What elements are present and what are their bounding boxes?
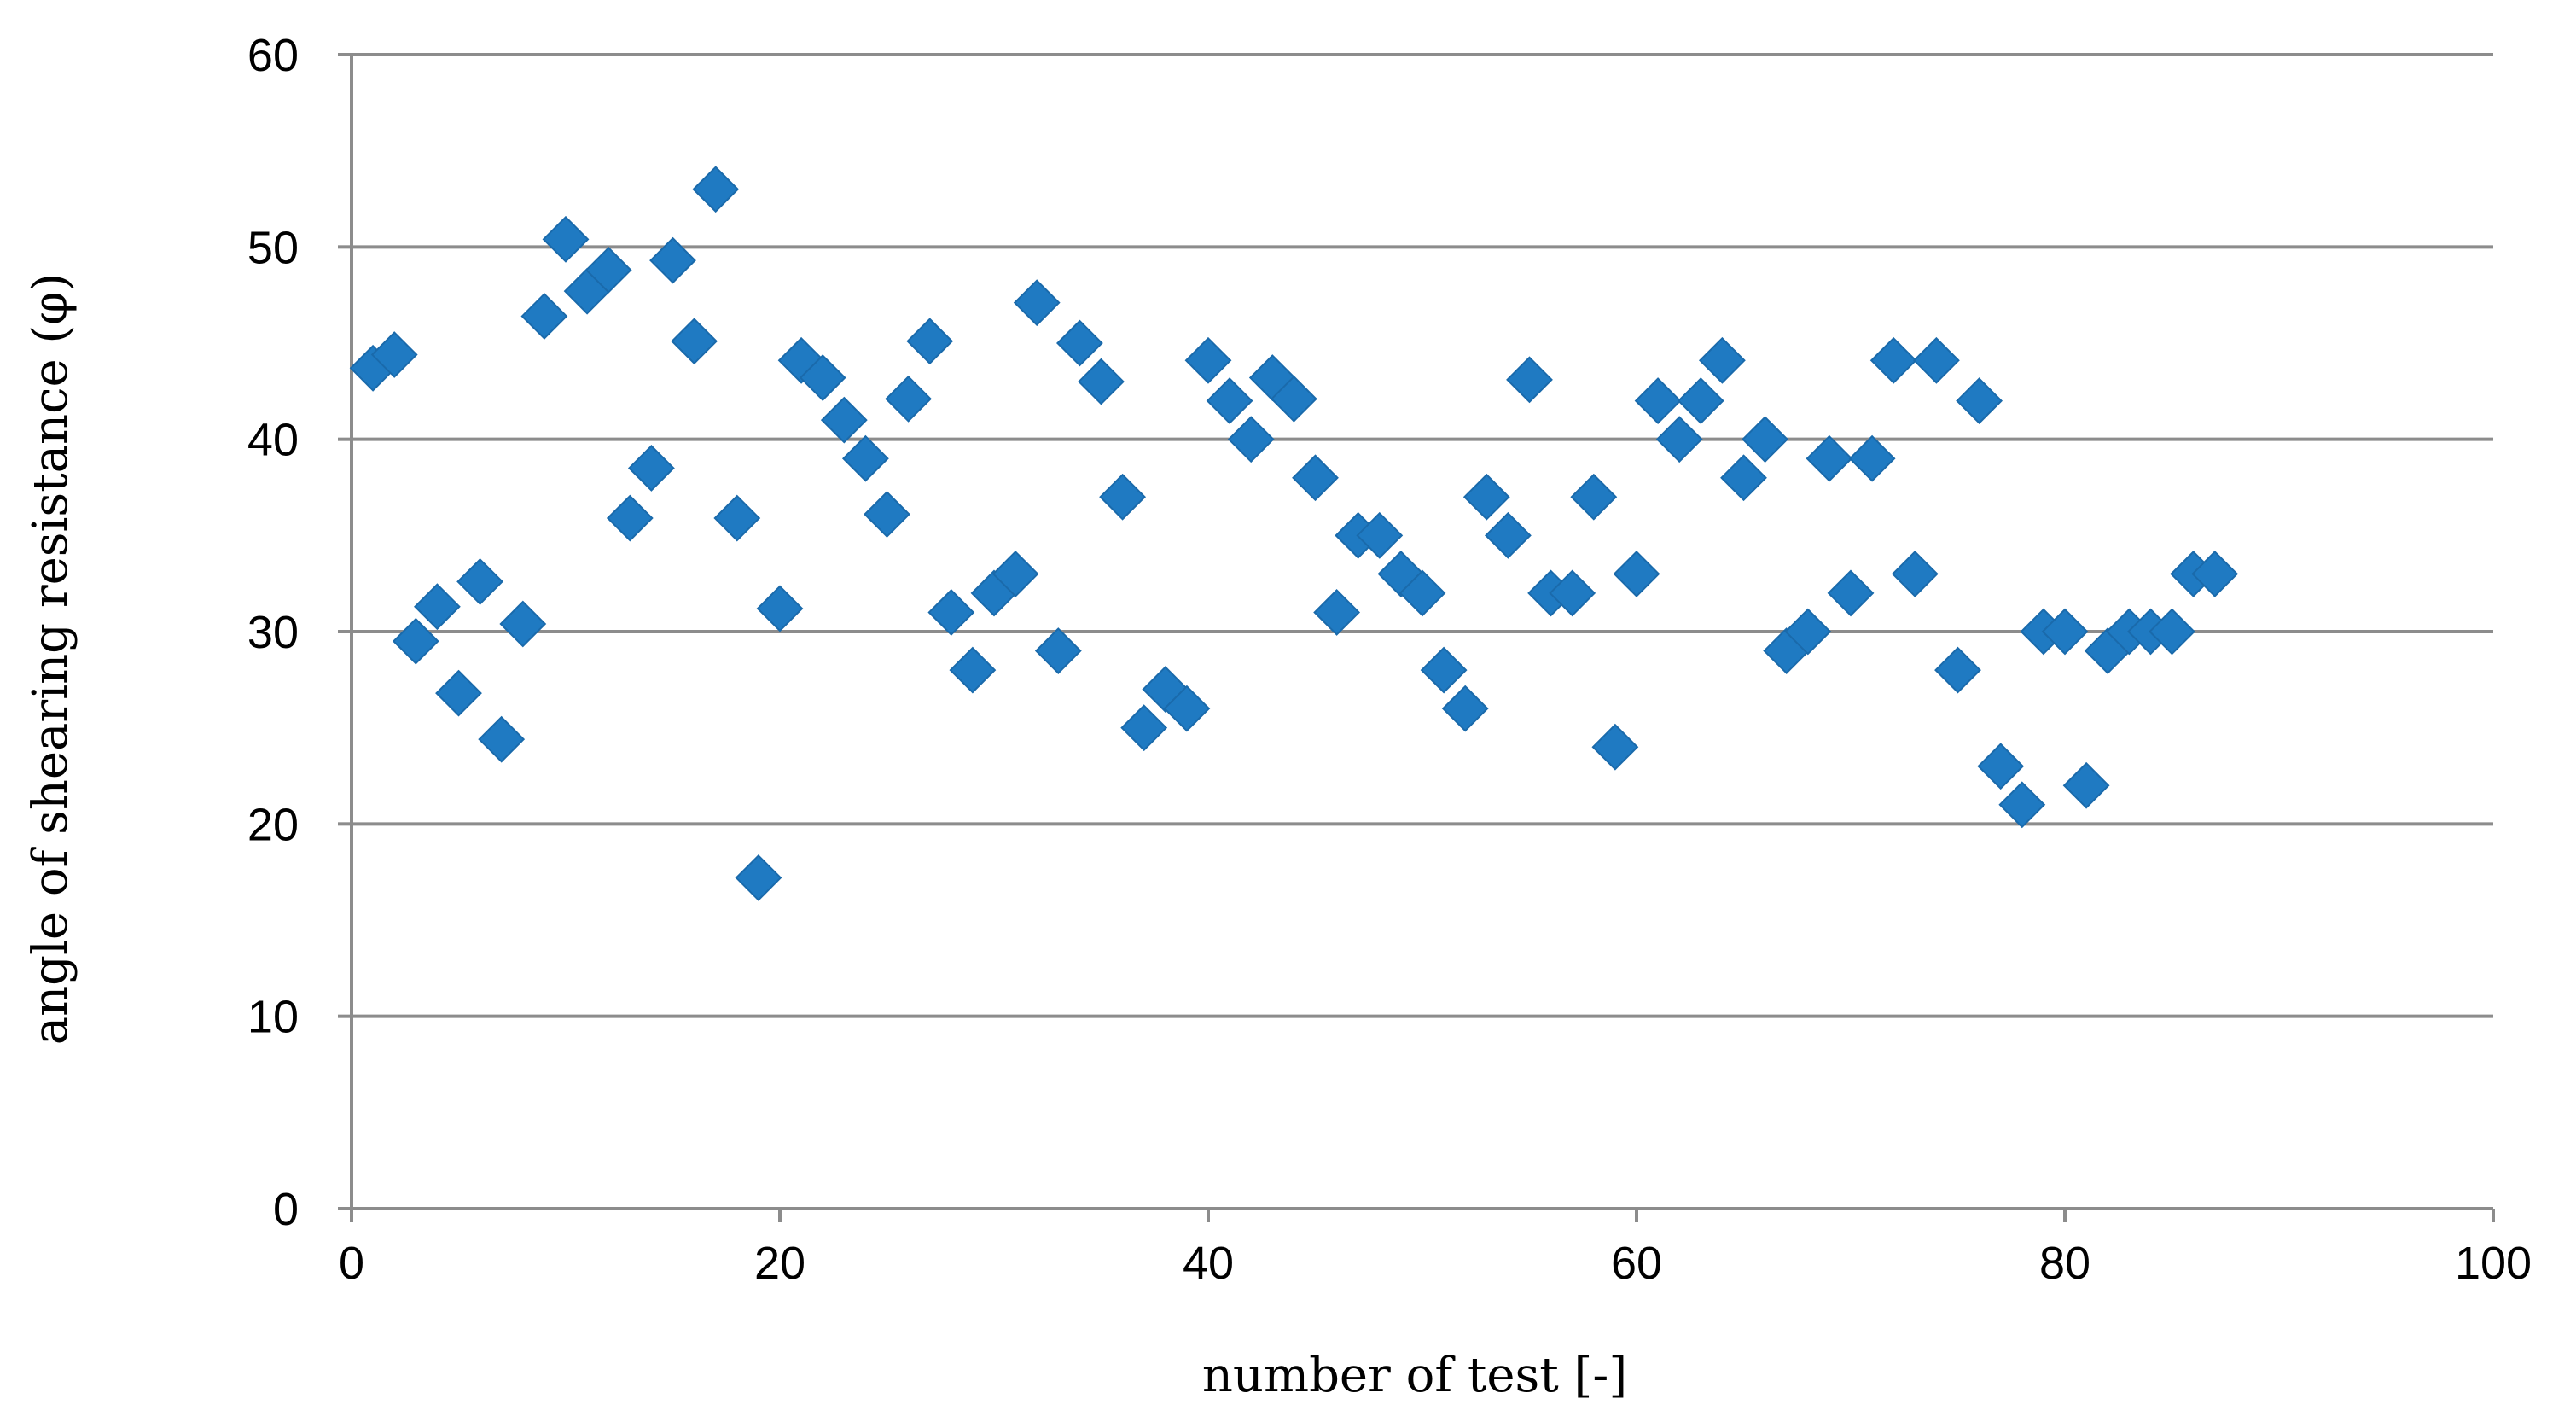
data-point: [1013, 279, 1061, 327]
x-tick-label: 40: [1183, 1238, 1234, 1289]
data-point: [499, 600, 547, 648]
data-point: [520, 293, 568, 340]
data-point: [1206, 377, 1253, 425]
data-point: [1977, 743, 2025, 790]
data-point: [713, 494, 761, 542]
data-point: [1806, 434, 1853, 482]
x-tick-label: 20: [754, 1238, 805, 1289]
data-point: [906, 318, 954, 365]
data-points: [349, 166, 2239, 901]
data-point: [1099, 473, 1147, 521]
x-tick-label: 0: [339, 1238, 364, 1289]
data-point: [841, 434, 889, 482]
data-point: [1827, 569, 1875, 617]
data-point: [627, 445, 675, 492]
data-point: [1462, 473, 1510, 521]
data-point: [1313, 589, 1361, 636]
data-point: [2191, 550, 2239, 597]
data-point: [370, 331, 418, 378]
data-point: [1634, 377, 1682, 425]
data-point: [1549, 569, 1596, 617]
data-point: [456, 557, 504, 605]
data-point: [1869, 336, 1917, 384]
y-tick-label: 50: [247, 222, 299, 273]
y-tick-label: 10: [247, 992, 299, 1043]
x-axis-title: number of test [-]: [1202, 1348, 1627, 1403]
data-point: [927, 589, 975, 636]
data-point: [1484, 511, 1532, 559]
data-point: [949, 646, 997, 694]
data-point: [1441, 685, 1489, 732]
data-point: [1184, 336, 1232, 384]
y-tick-label: 0: [273, 1184, 299, 1235]
y-tick-label: 20: [247, 799, 299, 850]
data-point: [2041, 608, 2089, 656]
data-point: [1998, 781, 2046, 829]
x-tick-label: 80: [2039, 1238, 2090, 1289]
gridlines: [352, 53, 2493, 1018]
data-point: [435, 669, 482, 717]
data-point: [735, 854, 782, 901]
data-point: [413, 583, 461, 631]
x-tick-label: 100: [2455, 1238, 2532, 1289]
y-tick-label: 30: [247, 607, 299, 658]
data-point: [2149, 608, 2195, 656]
data-point: [1677, 377, 1724, 425]
data-point: [692, 166, 740, 213]
data-point: [820, 396, 868, 444]
axes: [338, 53, 2495, 1222]
data-point: [1506, 356, 1553, 404]
data-point: [392, 617, 439, 665]
data-point: [1742, 416, 1789, 463]
data-point: [671, 318, 718, 365]
data-point: [1848, 434, 1896, 482]
data-point: [1655, 416, 1703, 463]
data-point: [1055, 319, 1103, 367]
data-point: [991, 550, 1039, 597]
data-point: [864, 491, 910, 538]
data-point: [1163, 685, 1211, 732]
data-point: [1570, 473, 1618, 521]
data-point: [1420, 646, 1468, 694]
y-axis-title: angle of shearing resistance (φ): [23, 273, 79, 1046]
y-tick-label: 40: [247, 415, 299, 466]
data-point: [478, 715, 526, 763]
data-point: [799, 354, 846, 401]
data-point: [1078, 358, 1125, 405]
data-point: [606, 494, 654, 542]
data-point: [1398, 569, 1446, 617]
data-point: [2062, 761, 2110, 809]
x-tick-labels: 0 20 40 60 80 100: [339, 1238, 2532, 1289]
data-point: [756, 585, 804, 632]
data-point: [1784, 608, 1832, 656]
data-point: [1891, 550, 1939, 597]
data-point: [1591, 723, 1639, 771]
y-tick-labels: 0 10 20 30 40 50 60: [247, 30, 299, 1235]
data-point: [584, 246, 632, 294]
data-point: [1356, 511, 1404, 559]
data-point: [1912, 336, 1960, 384]
data-point: [1956, 377, 2003, 425]
data-point: [1934, 646, 1981, 694]
data-point: [542, 215, 590, 263]
data-point: [1720, 454, 1767, 502]
data-point: [885, 375, 933, 423]
data-point: [1292, 454, 1339, 502]
data-point: [1698, 336, 1746, 384]
data-point: [1120, 704, 1168, 752]
data-point: [649, 236, 696, 284]
x-tick-label: 60: [1611, 1238, 1662, 1289]
y-tick-label: 60: [247, 30, 299, 81]
data-point: [1613, 550, 1660, 597]
data-point: [1270, 375, 1317, 423]
data-point: [1227, 416, 1275, 463]
data-point: [1034, 627, 1082, 674]
